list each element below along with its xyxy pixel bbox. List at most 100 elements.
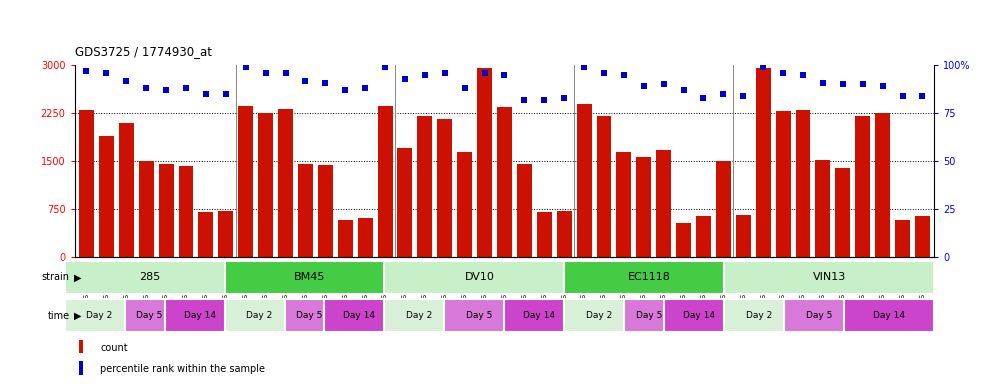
- Text: 285: 285: [139, 272, 160, 283]
- Bar: [199, 212, 214, 257]
- Bar: [795, 110, 810, 257]
- Point: [736, 93, 751, 99]
- Point: [517, 97, 533, 103]
- Bar: [444, 300, 515, 332]
- Bar: [338, 220, 353, 257]
- Point: [616, 72, 632, 78]
- Point: [397, 76, 413, 82]
- Point: [416, 72, 432, 78]
- Point: [875, 83, 891, 89]
- Point: [596, 70, 612, 76]
- Point: [676, 87, 692, 93]
- Point: [257, 70, 273, 76]
- Bar: [725, 300, 794, 332]
- Text: Day 2: Day 2: [247, 311, 272, 320]
- Point: [914, 93, 930, 99]
- Bar: [398, 149, 413, 257]
- Bar: [616, 152, 631, 257]
- Bar: [636, 157, 651, 257]
- Text: Day 2: Day 2: [86, 311, 112, 320]
- Bar: [324, 300, 395, 332]
- Text: Day 14: Day 14: [184, 311, 216, 320]
- Point: [138, 85, 154, 91]
- Text: Day 2: Day 2: [407, 311, 432, 320]
- Text: DV10: DV10: [464, 272, 494, 283]
- Point: [178, 85, 194, 91]
- Text: count: count: [100, 343, 128, 353]
- Point: [577, 64, 592, 70]
- Text: ▶: ▶: [74, 272, 82, 283]
- Bar: [417, 116, 432, 257]
- Bar: [318, 165, 333, 257]
- Bar: [477, 68, 492, 257]
- Point: [716, 91, 732, 97]
- Point: [158, 87, 174, 93]
- Text: Day 5: Day 5: [636, 311, 663, 320]
- Bar: [385, 300, 454, 332]
- Point: [98, 70, 114, 76]
- Bar: [79, 339, 83, 353]
- Point: [636, 83, 652, 89]
- Point: [895, 93, 911, 99]
- Bar: [835, 168, 850, 257]
- Text: Day 2: Day 2: [586, 311, 612, 320]
- Point: [496, 72, 513, 78]
- Bar: [99, 136, 114, 257]
- Bar: [844, 300, 934, 332]
- Bar: [914, 216, 929, 257]
- Bar: [124, 300, 175, 332]
- Bar: [855, 116, 870, 257]
- Point: [238, 64, 253, 70]
- Bar: [664, 300, 735, 332]
- Point: [377, 64, 393, 70]
- Bar: [784, 300, 855, 332]
- Text: ▶: ▶: [74, 311, 82, 321]
- Bar: [565, 261, 735, 294]
- Text: BM45: BM45: [294, 272, 325, 283]
- Text: Day 14: Day 14: [874, 311, 906, 320]
- Point: [755, 64, 771, 70]
- Point: [557, 95, 573, 101]
- Bar: [79, 361, 83, 375]
- Bar: [165, 300, 235, 332]
- Bar: [815, 160, 830, 257]
- Point: [855, 81, 871, 88]
- Point: [795, 72, 811, 78]
- Bar: [505, 300, 575, 332]
- Bar: [537, 212, 552, 257]
- Text: Day 5: Day 5: [136, 311, 163, 320]
- Bar: [696, 216, 711, 257]
- Bar: [457, 152, 472, 257]
- Bar: [517, 164, 532, 257]
- Text: Day 5: Day 5: [466, 311, 493, 320]
- Bar: [577, 104, 591, 257]
- Bar: [565, 300, 634, 332]
- Point: [835, 81, 851, 88]
- Point: [198, 91, 214, 97]
- Point: [79, 68, 94, 74]
- Point: [656, 81, 672, 88]
- Bar: [775, 111, 790, 257]
- Bar: [716, 161, 731, 257]
- Point: [277, 70, 293, 76]
- Bar: [239, 106, 253, 257]
- Bar: [895, 220, 910, 257]
- Bar: [284, 300, 335, 332]
- Bar: [624, 300, 674, 332]
- Bar: [225, 300, 294, 332]
- Bar: [225, 261, 395, 294]
- Bar: [596, 116, 611, 257]
- Text: Day 14: Day 14: [524, 311, 556, 320]
- Point: [436, 70, 452, 76]
- Bar: [497, 107, 512, 257]
- Bar: [65, 300, 134, 332]
- Bar: [65, 261, 235, 294]
- Bar: [80, 110, 94, 257]
- Bar: [258, 113, 273, 257]
- Point: [815, 79, 831, 86]
- Point: [297, 78, 313, 84]
- Point: [456, 85, 472, 91]
- Point: [218, 91, 234, 97]
- Bar: [385, 261, 575, 294]
- Text: Day 14: Day 14: [344, 311, 376, 320]
